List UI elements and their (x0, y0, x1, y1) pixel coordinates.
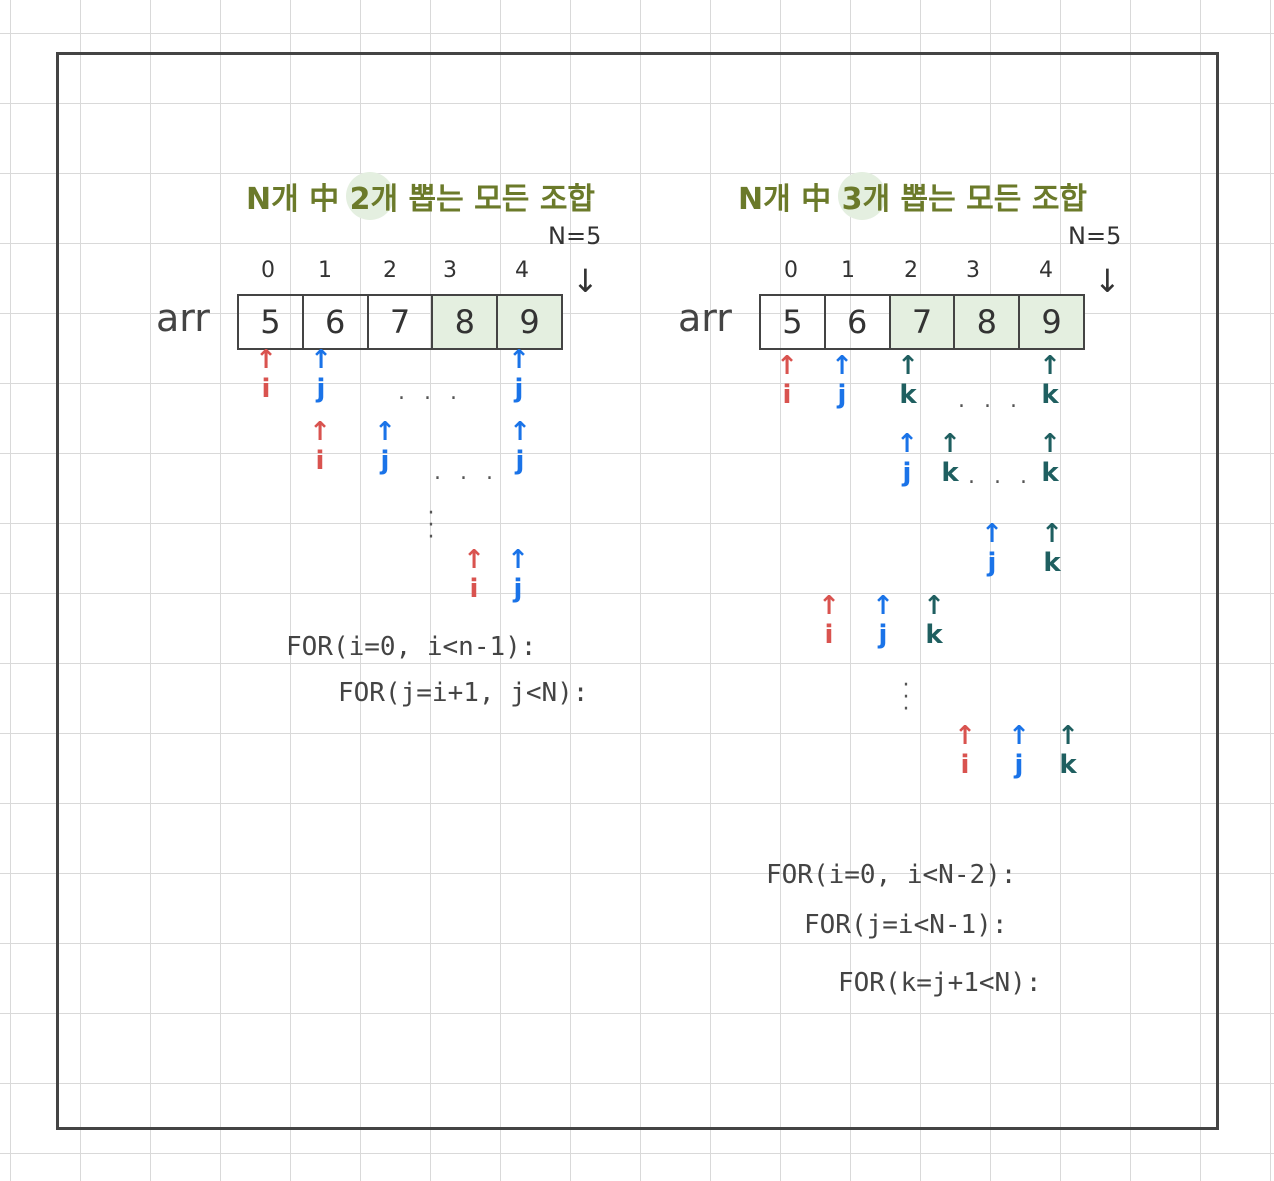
pointer-k: ↑ k (939, 429, 961, 488)
up-arrow-icon: ↑ (1041, 519, 1063, 549)
pointer-i: ↑ i (818, 591, 840, 650)
up-arrow-icon: ↑ (374, 417, 396, 447)
up-arrow-icon: ↑ (310, 345, 332, 375)
title-highlight (346, 172, 394, 220)
left-n-label: N=5 (548, 222, 602, 250)
up-arrow-icon: ↑ (508, 345, 530, 375)
up-arrow-icon: ↑ (1057, 721, 1079, 751)
array-cell: 7 (890, 296, 956, 348)
up-arrow-icon: ↑ (255, 345, 277, 375)
code-line: FOR(k=j+1<N): (838, 968, 1042, 998)
index-label: 1 (318, 258, 332, 283)
pointer-j: ↑ j (981, 519, 1003, 578)
right-array: 5 6 7 8 9 (759, 294, 1085, 350)
pointer-k: ↑ k (1057, 721, 1079, 780)
up-arrow-icon: ↑ (463, 545, 485, 575)
up-arrow-icon: ↑ (954, 721, 976, 751)
up-arrow-icon: ↑ (923, 591, 945, 621)
down-arrow-icon: ↓ (1094, 262, 1121, 300)
pointer-j: ↑ j (872, 591, 894, 650)
code-line: FOR(i=0, i<N-2): (766, 860, 1017, 890)
pointer-i: ↑ i (954, 721, 976, 780)
pointer-j: ↑ j (831, 351, 853, 410)
right-n-label: N=5 (1068, 222, 1122, 250)
up-arrow-icon: ↑ (896, 429, 918, 459)
index-label: 0 (261, 258, 275, 283)
title-highlight (838, 172, 886, 220)
ellipsis: . . . (398, 380, 463, 405)
up-arrow-icon: ↑ (939, 429, 961, 459)
pointer-j: ↑ j (896, 429, 918, 488)
code-line: FOR(j=i+1, j<N): (338, 678, 589, 708)
up-arrow-icon: ↑ (509, 417, 531, 447)
pointer-i: ↑ i (309, 417, 331, 476)
up-arrow-icon: ↑ (776, 351, 798, 381)
pointer-j: ↑ j (310, 345, 332, 404)
up-arrow-icon: ↑ (1039, 351, 1061, 381)
pointer-j: ↑ j (1008, 721, 1030, 780)
ellipsis: . . . (958, 388, 1023, 413)
index-label: 0 (784, 258, 798, 283)
right-title: N개 中 3개 뽑는 모든 조합 (738, 182, 1088, 217)
array-cell: 6 (826, 296, 891, 348)
pointer-k: ↑ k (1041, 519, 1063, 578)
pointer-k: ↑ k (1039, 351, 1061, 410)
pointer-k: ↑ k (1039, 429, 1061, 488)
index-label: 3 (443, 258, 457, 283)
index-label: 3 (966, 258, 980, 283)
pointer-k: ↑ k (897, 351, 919, 410)
pointer-j: ↑ j (508, 345, 530, 404)
index-label: 2 (383, 258, 397, 283)
index-label: 1 (841, 258, 855, 283)
array-cell: 8 (955, 296, 1021, 348)
array-cell: 7 (369, 296, 434, 348)
up-arrow-icon: ↑ (1039, 429, 1061, 459)
index-label: 4 (515, 258, 529, 283)
index-label: 4 (1039, 258, 1053, 283)
array-cell: 5 (239, 296, 304, 348)
code-line: FOR(j=i<N-1): (804, 910, 1008, 940)
array-label: arr (678, 296, 732, 340)
pointer-j: ↑ j (509, 417, 531, 476)
up-arrow-icon: ↑ (981, 519, 1003, 549)
vertical-ellipsis: · · · (902, 673, 910, 722)
up-arrow-icon: ↑ (309, 417, 331, 447)
array-cell: 9 (498, 296, 561, 348)
pointer-i: ↑ i (776, 351, 798, 410)
up-arrow-icon: ↑ (818, 591, 840, 621)
left-title: N개 中 2개 뽑는 모든 조합 (246, 182, 596, 217)
vertical-ellipsis: · · · (427, 501, 435, 550)
down-arrow-icon: ↓ (572, 262, 599, 300)
array-cell: 9 (1020, 296, 1083, 348)
pointer-k: ↑ k (923, 591, 945, 650)
pointer-j: ↑ j (507, 545, 529, 604)
array-cell: 6 (304, 296, 369, 348)
up-arrow-icon: ↑ (1008, 721, 1030, 751)
array-cell: 8 (433, 296, 499, 348)
code-line: FOR(i=0, i<n-1): (286, 632, 537, 662)
array-label: arr (156, 296, 210, 340)
pointer-i: ↑ i (255, 345, 277, 404)
diagram-frame (56, 52, 1219, 1130)
up-arrow-icon: ↑ (897, 351, 919, 381)
ellipsis: . . . (434, 460, 499, 485)
left-array: 5 6 7 8 9 (237, 294, 563, 350)
pointer-j: ↑ j (374, 417, 396, 476)
index-label: 2 (904, 258, 918, 283)
up-arrow-icon: ↑ (507, 545, 529, 575)
up-arrow-icon: ↑ (872, 591, 894, 621)
up-arrow-icon: ↑ (831, 351, 853, 381)
ellipsis: . . . (968, 464, 1033, 489)
pointer-i: ↑ i (463, 545, 485, 604)
array-cell: 5 (761, 296, 826, 348)
